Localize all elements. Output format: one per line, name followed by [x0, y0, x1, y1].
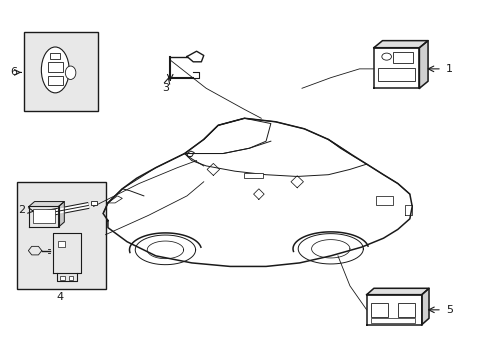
Polygon shape [366, 288, 428, 294]
Text: 3: 3 [162, 83, 168, 93]
Text: 2: 2 [18, 205, 25, 215]
Bar [33, 209, 55, 223]
Bar [38, 210, 46, 215]
Text: 1: 1 [445, 64, 452, 74]
Ellipse shape [65, 66, 76, 80]
Circle shape [381, 53, 390, 60]
Bar [47, 62, 63, 72]
Polygon shape [373, 41, 427, 48]
Polygon shape [419, 41, 427, 88]
Bar [58, 241, 65, 247]
Bar [17, 182, 105, 289]
Bar [371, 303, 387, 317]
Bar [90, 201, 97, 206]
Polygon shape [29, 202, 64, 207]
Bar [24, 32, 98, 111]
Bar [244, 173, 262, 178]
Text: 5: 5 [445, 305, 452, 315]
Polygon shape [366, 294, 421, 325]
Bar [60, 276, 65, 280]
Bar [397, 303, 414, 317]
Bar [50, 53, 60, 59]
Ellipse shape [41, 47, 69, 93]
Bar [378, 68, 414, 81]
Text: 6: 6 [11, 67, 18, 77]
Bar [47, 76, 63, 85]
Bar [376, 196, 392, 205]
Bar [392, 52, 413, 63]
Bar [68, 276, 73, 280]
Polygon shape [59, 202, 64, 227]
Polygon shape [421, 288, 428, 325]
Bar [371, 318, 414, 323]
Text: 4: 4 [56, 292, 63, 302]
